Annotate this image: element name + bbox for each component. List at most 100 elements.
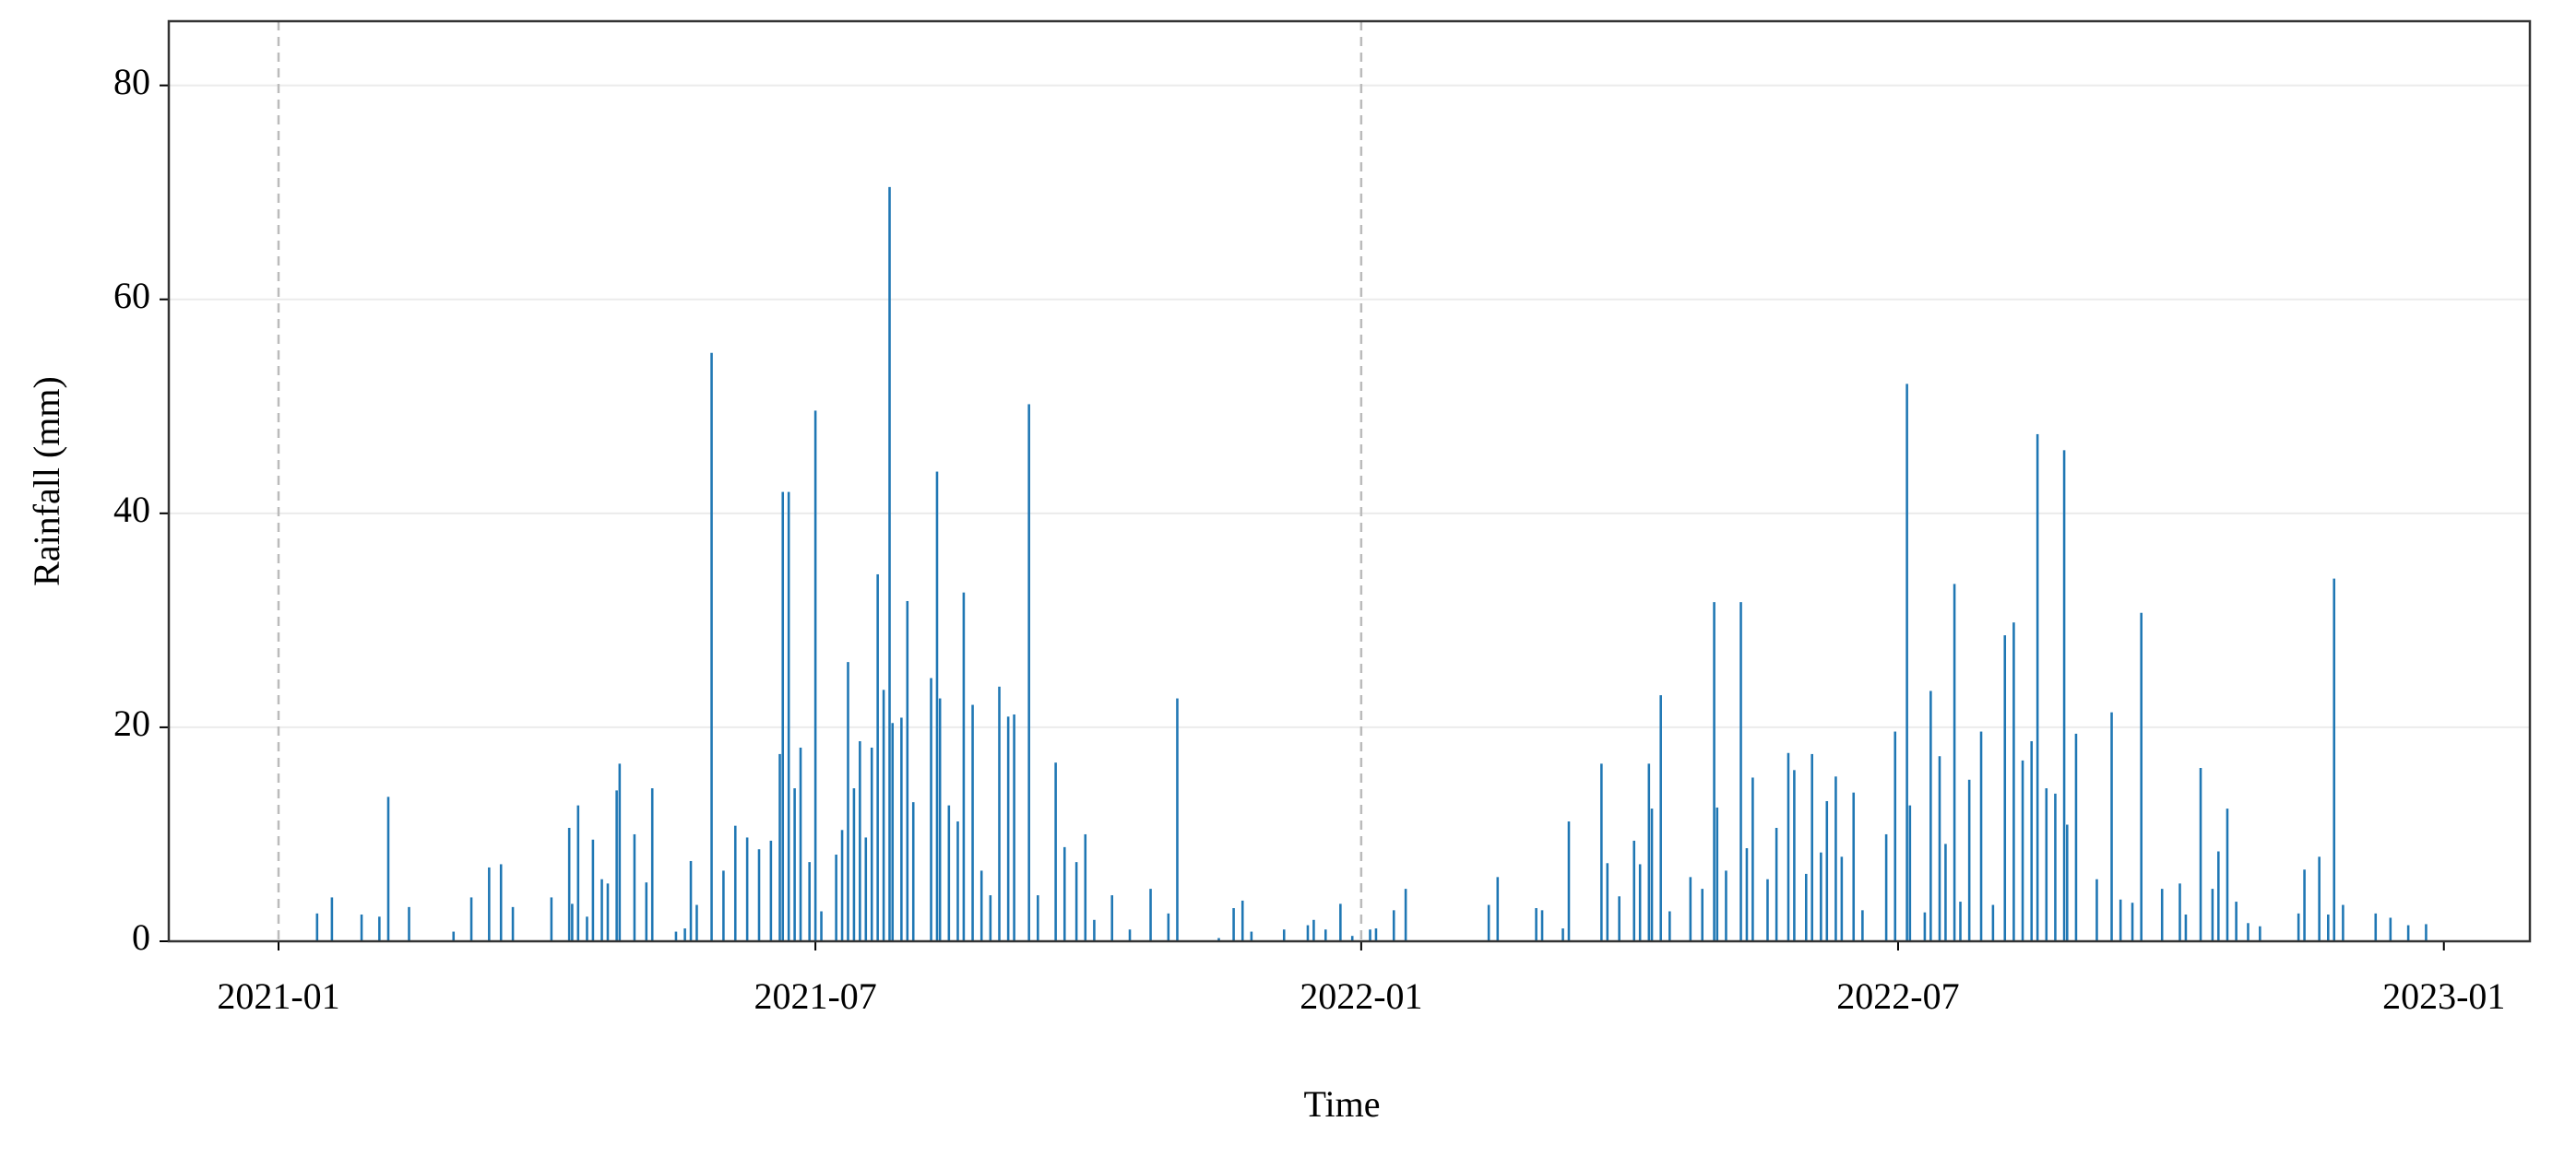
bar: [550, 897, 553, 941]
bar: [888, 186, 891, 942]
bar: [2066, 824, 2069, 941]
bar: [1953, 584, 1956, 941]
bar: [1006, 716, 1010, 941]
bar: [571, 903, 574, 941]
x-axis-label: Time: [1303, 1083, 1380, 1125]
bar: [330, 897, 334, 941]
bar: [1775, 827, 1778, 941]
bar: [1167, 913, 1170, 941]
bar: [378, 916, 381, 941]
bar: [935, 471, 939, 941]
x-tick-label: 2023-01: [2382, 975, 2505, 1017]
bar: [2327, 914, 2330, 941]
bar: [1840, 856, 1844, 941]
bar: [808, 862, 811, 941]
bar: [2074, 733, 2078, 941]
bar: [2247, 923, 2250, 941]
bar: [781, 491, 785, 941]
bar: [1487, 904, 1490, 941]
bar: [386, 797, 390, 941]
bar: [1793, 770, 1796, 941]
bar: [1893, 731, 1897, 941]
bar: [1689, 877, 1692, 941]
bar: [2406, 925, 2410, 941]
bar: [1054, 762, 1057, 941]
bar: [1929, 691, 1932, 941]
bar: [1404, 889, 1407, 941]
y-tick-label: 20: [113, 702, 150, 744]
x-tick-label: 2022-07: [1836, 975, 1959, 1017]
y-tick-label: 60: [113, 275, 150, 316]
bar: [1810, 753, 1813, 941]
bar: [1713, 602, 1715, 941]
bar: [2131, 903, 2134, 941]
bar: [1241, 900, 1244, 941]
bar: [2425, 924, 2428, 941]
bar: [1084, 833, 1087, 941]
bar: [1369, 929, 1371, 941]
bar: [1820, 852, 1822, 941]
bar: [757, 849, 761, 941]
bar: [2303, 869, 2306, 941]
bar: [1128, 929, 1132, 941]
bar: [452, 931, 456, 941]
bar: [1834, 776, 1837, 941]
bar: [835, 855, 837, 941]
bar: [1715, 807, 1719, 941]
bar: [2342, 904, 2345, 941]
bar: [567, 827, 571, 941]
bar: [469, 897, 473, 941]
bar: [947, 805, 951, 941]
bar: [1701, 889, 1703, 941]
bar: [882, 690, 885, 941]
bar: [606, 883, 610, 941]
x-tick-label: 2021-01: [217, 975, 339, 1017]
bar: [1567, 821, 1571, 941]
y-tick-label: 0: [132, 916, 150, 958]
bar: [1967, 779, 1971, 941]
y-tick-label: 40: [113, 489, 150, 530]
bar: [1938, 756, 1941, 941]
bar: [591, 839, 595, 941]
bar: [360, 914, 363, 941]
bar: [906, 600, 909, 941]
bar: [1074, 862, 1078, 941]
bar: [864, 837, 868, 941]
bar: [2021, 760, 2024, 941]
bar: [2054, 793, 2057, 941]
bar: [1659, 695, 1662, 941]
bar: [1787, 752, 1790, 941]
bar: [633, 833, 636, 941]
bar: [1638, 864, 1642, 941]
bar: [1650, 809, 1654, 941]
bar: [1339, 903, 1342, 941]
bar: [1392, 910, 1395, 941]
bar: [859, 740, 861, 941]
bar: [1739, 602, 1742, 941]
bar: [1905, 384, 1908, 941]
bar: [695, 904, 698, 941]
bar: [1496, 877, 1500, 941]
bar: [1804, 873, 1808, 941]
x-tick-label: 2022-01: [1300, 975, 1422, 1017]
bar: [1668, 911, 1671, 941]
bar: [787, 491, 790, 941]
bar: [876, 573, 879, 941]
bar: [1600, 763, 1603, 941]
bar: [615, 790, 618, 941]
bar: [1606, 863, 1609, 941]
bar: [2211, 889, 2214, 941]
bar: [956, 821, 959, 941]
bar: [2259, 926, 2261, 941]
bar: [1825, 800, 1829, 941]
bar: [1250, 931, 1253, 941]
bar: [847, 662, 849, 941]
bar: [840, 830, 844, 941]
bar: [2003, 635, 2007, 941]
bar: [900, 717, 903, 941]
bar: [586, 916, 588, 941]
bar: [722, 870, 725, 941]
bar: [1959, 902, 1962, 941]
bar: [1027, 404, 1030, 941]
